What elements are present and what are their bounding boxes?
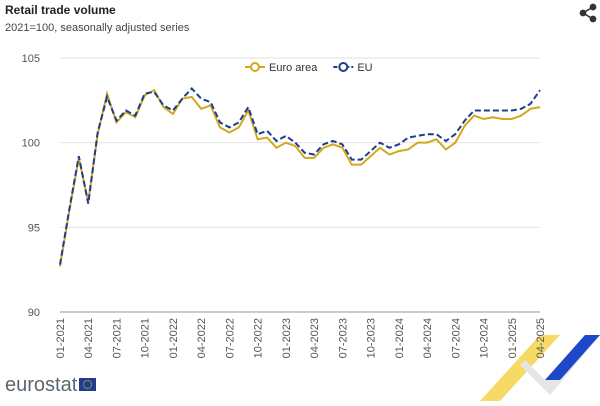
- legend-label: EU: [357, 62, 372, 74]
- x-tick-label: 10-2022: [253, 318, 265, 358]
- x-tick-label: 10-2021: [140, 318, 152, 358]
- x-tick-label: 01-2024: [394, 318, 406, 358]
- chart-title: Retail trade volume: [5, 3, 116, 17]
- x-tick-label: 07-2022: [224, 318, 236, 358]
- chart-subtitle: 2021=100, seasonally adjusted series: [5, 22, 190, 34]
- series-line: [59, 88, 541, 267]
- eu-flag: [79, 378, 96, 391]
- decoration: [480, 335, 600, 401]
- y-tick-label: 90: [28, 307, 40, 319]
- x-tick-label: 07-2023: [337, 318, 349, 358]
- x-tick-label: 01-2023: [281, 318, 293, 358]
- legend-marker: [250, 62, 260, 72]
- x-tick-label: 04-2022: [196, 318, 208, 358]
- legend: Euro area EU: [245, 62, 373, 74]
- share-icon[interactable]: [579, 3, 597, 23]
- series-line: [59, 87, 541, 265]
- x-tick-label: 04-2023: [309, 318, 321, 358]
- x-tick-label: 01-2025: [507, 318, 519, 358]
- x-tick-label: 01-2022: [168, 318, 180, 358]
- x-tick-label: 10-2023: [366, 318, 378, 358]
- x-tick-label: 04-2024: [422, 318, 434, 358]
- legend-marker: [338, 62, 349, 72]
- x-tick-label: 10-2024: [479, 318, 491, 358]
- legend-label: Euro area: [269, 62, 318, 74]
- y-tick-label: 100: [22, 138, 40, 150]
- x-tick-label: 04-2021: [83, 318, 95, 358]
- x-tick-label: 07-2024: [450, 318, 462, 358]
- x-tick-label: 07-2021: [111, 318, 123, 358]
- x-tick-label: 04-2025: [535, 318, 547, 358]
- x-tick-label: 01-2021: [55, 318, 67, 358]
- y-tick-label: 95: [28, 222, 40, 234]
- logo-text: eurostat: [5, 374, 78, 396]
- y-tick-label: 105: [22, 53, 40, 65]
